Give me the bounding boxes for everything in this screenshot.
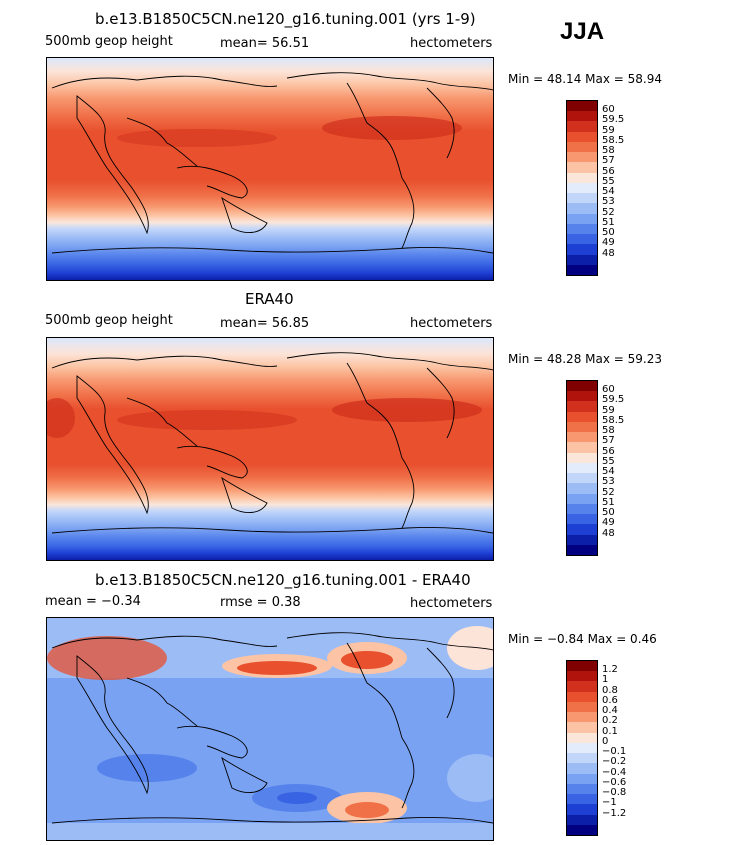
colorbar-swatch: [567, 712, 597, 722]
panel1-colorbar: [566, 100, 598, 276]
colorbar-swatch: [567, 774, 597, 784]
panel2-map: [46, 337, 494, 561]
panel1-mean-label: mean= 56.51: [220, 36, 309, 51]
colorbar-swatch: [567, 794, 597, 804]
colorbar-swatch: [567, 432, 597, 442]
colorbar-swatch: [567, 473, 597, 483]
panel3-colorbar: [566, 660, 598, 836]
colorbar-swatch: [567, 825, 597, 835]
colorbar-swatch: [567, 681, 597, 691]
panel3-rmse-label: rmse = 0.38: [220, 595, 301, 610]
colorbar-swatch: [567, 224, 597, 234]
colorbar-swatch: [567, 203, 597, 213]
colorbar-swatch: [567, 815, 597, 825]
panel1-map: [46, 57, 494, 281]
colorbar-swatch: [567, 463, 597, 473]
colorbar-swatch: [567, 101, 597, 111]
colorbar-swatch: [567, 152, 597, 162]
colorbar-swatch: [567, 183, 597, 193]
colorbar-swatch: [567, 671, 597, 681]
panel2-units-label: hectometers: [410, 316, 492, 331]
panel1-title: b.e13.B1850C5CN.ne120_g16.tuning.001 (yr…: [95, 10, 476, 28]
colorbar-swatch: [567, 692, 597, 702]
colorbar-swatch: [567, 193, 597, 203]
colorbar-swatch: [567, 422, 597, 432]
colorbar-tick-label: −1.2: [602, 808, 626, 819]
colorbar-swatch: [567, 804, 597, 814]
colorbar-swatch: [567, 753, 597, 763]
panel3-map: [46, 617, 494, 841]
panel1-units-label: hectometers: [410, 36, 492, 51]
panel2-mean-label: mean= 56.85: [220, 316, 309, 331]
colorbar-swatch: [567, 514, 597, 524]
panel3-units-label: hectometers: [410, 596, 492, 611]
panel2-colorbar: [566, 380, 598, 556]
panel3-mean-label: mean = −0.34: [45, 594, 141, 609]
panel2-title: ERA40: [245, 290, 294, 308]
panel1-minmax-label: Min = 48.14 Max = 58.94: [508, 72, 662, 86]
panel2-variable-label: 500mb geop height: [45, 313, 173, 328]
season-label: JJA: [560, 18, 604, 46]
colorbar-swatch: [567, 412, 597, 422]
colorbar-swatch: [567, 733, 597, 743]
colorbar-tick-label: 48: [602, 528, 615, 539]
panel3-minmax-label: Min = −0.84 Max = 0.46: [508, 632, 657, 646]
colorbar-swatch: [567, 483, 597, 493]
colorbar-swatch: [567, 784, 597, 794]
colorbar-swatch: [567, 722, 597, 732]
colorbar-swatch: [567, 244, 597, 254]
colorbar-swatch: [567, 265, 597, 275]
colorbar-swatch: [567, 121, 597, 131]
colorbar-swatch: [567, 142, 597, 152]
panel1-variable-label: 500mb geop height: [45, 34, 173, 49]
panel3-title: b.e13.B1850C5CN.ne120_g16.tuning.001 - E…: [95, 571, 471, 589]
colorbar-swatch: [567, 661, 597, 671]
colorbar-swatch: [567, 743, 597, 753]
colorbar-swatch: [567, 391, 597, 401]
panel2-minmax-label: Min = 48.28 Max = 59.23: [508, 352, 662, 366]
colorbar-swatch: [567, 524, 597, 534]
colorbar-swatch: [567, 763, 597, 773]
colorbar-swatch: [567, 214, 597, 224]
colorbar-swatch: [567, 442, 597, 452]
colorbar-swatch: [567, 173, 597, 183]
colorbar-swatch: [567, 494, 597, 504]
colorbar-swatch: [567, 381, 597, 391]
colorbar-swatch: [567, 162, 597, 172]
colorbar-tick-label: 48: [602, 248, 615, 259]
colorbar-swatch: [567, 702, 597, 712]
colorbar-swatch: [567, 535, 597, 545]
colorbar-swatch: [567, 453, 597, 463]
colorbar-swatch: [567, 504, 597, 514]
colorbar-swatch: [567, 255, 597, 265]
colorbar-swatch: [567, 234, 597, 244]
colorbar-swatch: [567, 545, 597, 555]
colorbar-swatch: [567, 111, 597, 121]
colorbar-swatch: [567, 401, 597, 411]
colorbar-swatch: [567, 132, 597, 142]
